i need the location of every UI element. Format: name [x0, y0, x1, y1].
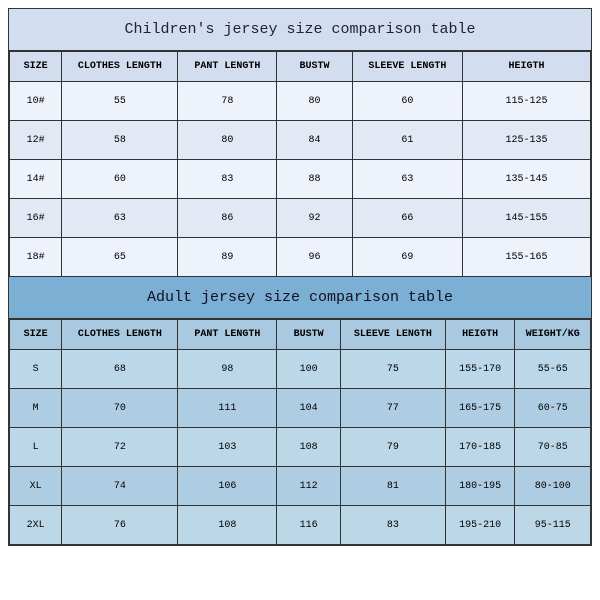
cell: L	[10, 428, 62, 467]
table-row: L 72 103 108 79 170-185 70-85	[10, 428, 591, 467]
cell: 69	[352, 238, 462, 277]
cell: 61	[352, 121, 462, 160]
cell: 83	[341, 506, 446, 545]
table-row: 10# 55 78 80 60 115-125	[10, 82, 591, 121]
cell: 70-85	[515, 428, 591, 467]
col-header: SLEEVE LENGTH	[352, 52, 462, 82]
col-header: SLEEVE LENGTH	[341, 320, 446, 350]
cell: 10#	[10, 82, 62, 121]
children-title: Children's jersey size comparison table	[9, 9, 591, 51]
cell: 108	[277, 428, 341, 467]
cell: 80-100	[515, 467, 591, 506]
cell: 63	[62, 199, 178, 238]
cell: 155-170	[445, 350, 515, 389]
cell: 115-125	[463, 82, 591, 121]
cell: 135-145	[463, 160, 591, 199]
cell: 103	[178, 428, 277, 467]
cell: 145-155	[463, 199, 591, 238]
cell: 96	[277, 238, 353, 277]
table-row: 2XL 76 108 116 83 195-210 95-115	[10, 506, 591, 545]
cell: 165-175	[445, 389, 515, 428]
col-header: PANT LENGTH	[178, 52, 277, 82]
cell: 72	[62, 428, 178, 467]
children-header-row: SIZE CLOTHES LENGTH PANT LENGTH BUSTW SL…	[10, 52, 591, 82]
cell: 77	[341, 389, 446, 428]
cell: 112	[277, 467, 341, 506]
cell: 155-165	[463, 238, 591, 277]
cell: 180-195	[445, 467, 515, 506]
cell: 78	[178, 82, 277, 121]
cell: 86	[178, 199, 277, 238]
table-row: M 70 111 104 77 165-175 60-75	[10, 389, 591, 428]
col-header: CLOTHES LENGTH	[62, 52, 178, 82]
table-row: 18# 65 89 96 69 155-165	[10, 238, 591, 277]
cell: 60-75	[515, 389, 591, 428]
cell: 92	[277, 199, 353, 238]
cell: 18#	[10, 238, 62, 277]
size-chart-wrap: Children's jersey size comparison table …	[8, 8, 592, 546]
col-header: SIZE	[10, 320, 62, 350]
cell: M	[10, 389, 62, 428]
cell: 89	[178, 238, 277, 277]
col-header: HEIGTH	[463, 52, 591, 82]
cell: 98	[178, 350, 277, 389]
table-row: XL 74 106 112 81 180-195 80-100	[10, 467, 591, 506]
children-table: SIZE CLOTHES LENGTH PANT LENGTH BUSTW SL…	[9, 51, 591, 277]
col-header: PANT LENGTH	[178, 320, 277, 350]
cell: 16#	[10, 199, 62, 238]
cell: 68	[62, 350, 178, 389]
table-row: 12# 58 80 84 61 125-135	[10, 121, 591, 160]
cell: 195-210	[445, 506, 515, 545]
cell: 111	[178, 389, 277, 428]
table-row: 16# 63 86 92 66 145-155	[10, 199, 591, 238]
cell: 80	[277, 82, 353, 121]
cell: S	[10, 350, 62, 389]
adult-table: SIZE CLOTHES LENGTH PANT LENGTH BUSTW SL…	[9, 319, 591, 545]
cell: 104	[277, 389, 341, 428]
adult-section: Adult jersey size comparison table SIZE …	[9, 277, 591, 545]
cell: 60	[62, 160, 178, 199]
adult-header-row: SIZE CLOTHES LENGTH PANT LENGTH BUSTW SL…	[10, 320, 591, 350]
cell: 76	[62, 506, 178, 545]
col-header: BUSTW	[277, 320, 341, 350]
col-header: HEIGTH	[445, 320, 515, 350]
cell: 95-115	[515, 506, 591, 545]
cell: 75	[341, 350, 446, 389]
cell: XL	[10, 467, 62, 506]
children-section: Children's jersey size comparison table …	[9, 9, 591, 277]
cell: 12#	[10, 121, 62, 160]
cell: 58	[62, 121, 178, 160]
cell: 116	[277, 506, 341, 545]
cell: 14#	[10, 160, 62, 199]
col-header: CLOTHES LENGTH	[62, 320, 178, 350]
table-row: S 68 98 100 75 155-170 55-65	[10, 350, 591, 389]
col-header: SIZE	[10, 52, 62, 82]
cell: 108	[178, 506, 277, 545]
cell: 63	[352, 160, 462, 199]
cell: 170-185	[445, 428, 515, 467]
adult-title: Adult jersey size comparison table	[9, 277, 591, 319]
cell: 66	[352, 199, 462, 238]
cell: 2XL	[10, 506, 62, 545]
cell: 83	[178, 160, 277, 199]
cell: 55-65	[515, 350, 591, 389]
cell: 55	[62, 82, 178, 121]
cell: 81	[341, 467, 446, 506]
cell: 100	[277, 350, 341, 389]
cell: 106	[178, 467, 277, 506]
cell: 84	[277, 121, 353, 160]
cell: 74	[62, 467, 178, 506]
col-header: BUSTW	[277, 52, 353, 82]
table-row: 14# 60 83 88 63 135-145	[10, 160, 591, 199]
cell: 60	[352, 82, 462, 121]
cell: 65	[62, 238, 178, 277]
col-header: WEIGHT/KG	[515, 320, 591, 350]
cell: 70	[62, 389, 178, 428]
cell: 79	[341, 428, 446, 467]
cell: 88	[277, 160, 353, 199]
cell: 125-135	[463, 121, 591, 160]
cell: 80	[178, 121, 277, 160]
